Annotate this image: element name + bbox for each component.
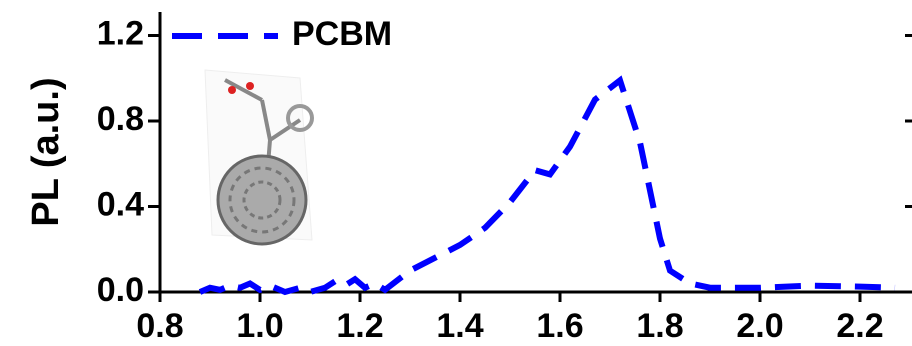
x-tick-label: 1.2 [336, 307, 383, 341]
x-tick-label: 1.6 [536, 307, 583, 341]
y-tick-label: 1.2 [97, 14, 144, 52]
x-tick-label: 1.4 [436, 307, 483, 341]
molecule-inset [205, 70, 312, 244]
x-tick-label: 0.8 [136, 307, 183, 341]
x-tick-label: 2.2 [836, 307, 883, 341]
x-tick-label: 2.0 [736, 307, 783, 341]
y-tick-label: 0.4 [97, 185, 144, 223]
y-tick-label: 0.8 [97, 100, 144, 138]
y-tick-label: 0.0 [97, 271, 144, 309]
chart: PL (a.u.) 0.0 0.4 0.8 1.2 0.8 1.0 1.2 1.4 1.6 1.8… [0, 0, 912, 341]
y-axis-label: PL (a.u.) [25, 77, 67, 226]
x-tick-label: 1.8 [636, 307, 683, 341]
x-tick-label: 1.0 [236, 307, 283, 341]
legend-label: PCBM [292, 15, 392, 53]
